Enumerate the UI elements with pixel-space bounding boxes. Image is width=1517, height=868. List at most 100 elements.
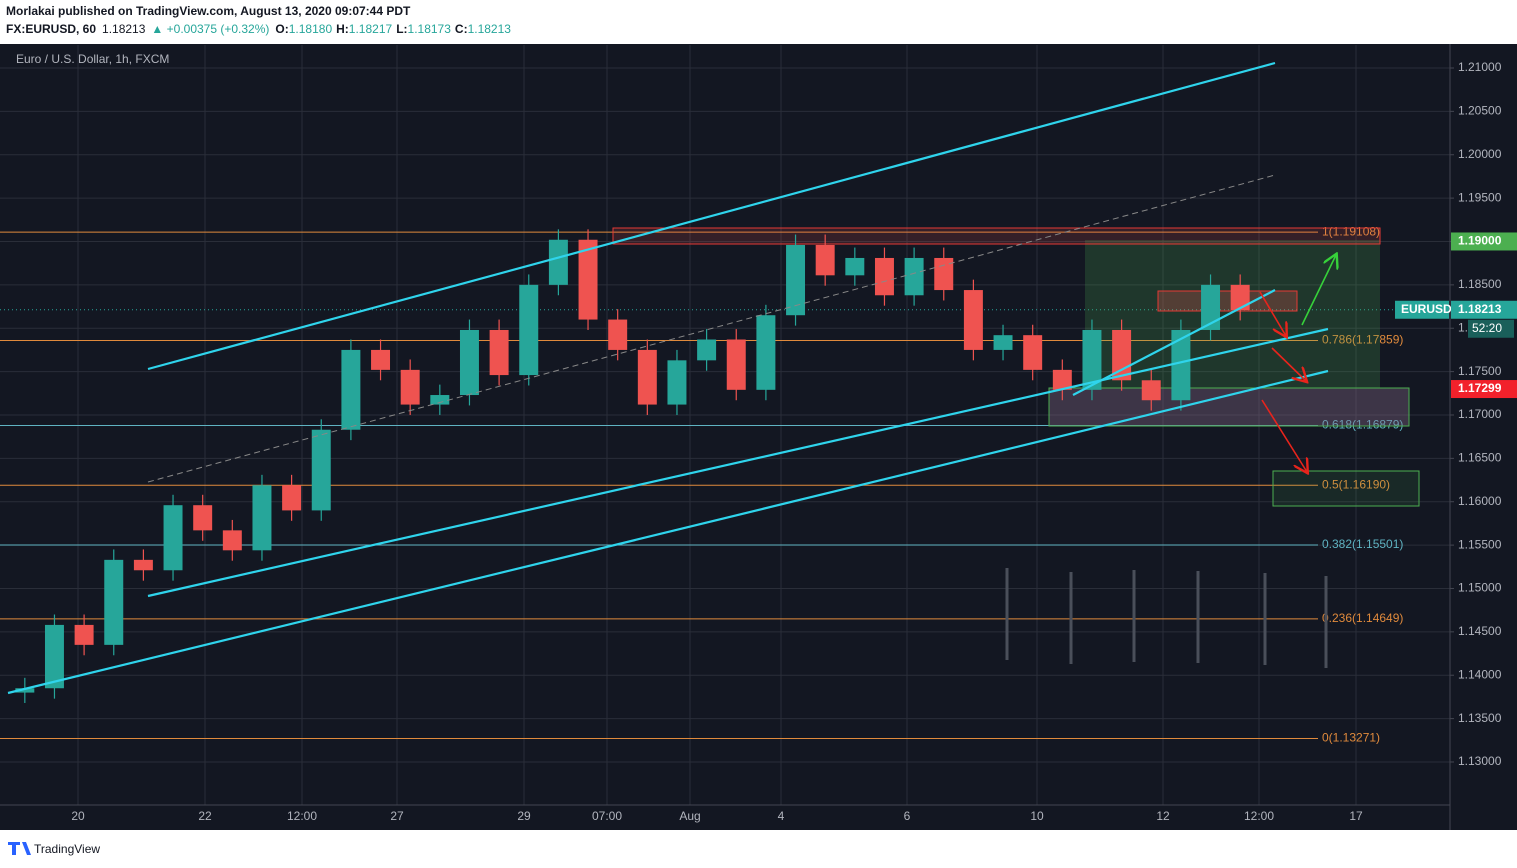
candle-body	[222, 530, 242, 551]
y-tick-label: 1.16000	[1458, 494, 1502, 508]
candle-body	[44, 624, 64, 689]
axes: 1.13000 1.13500 1.14000 1.14500 1.15000 1.155…	[71, 60, 1501, 823]
fib-label: 0.236(1.14649)	[1322, 611, 1403, 625]
candle-body	[489, 329, 509, 376]
candle-body	[1082, 329, 1102, 390]
candle-body	[430, 395, 450, 405]
arrow-down	[1259, 291, 1286, 336]
y-tick-label: 1.13000	[1458, 754, 1502, 768]
channel-line	[147, 61, 1276, 371]
y-tick-label: 1.14000	[1458, 667, 1502, 681]
candle-body	[934, 257, 954, 291]
candle-body	[74, 624, 94, 645]
candles	[15, 229, 1250, 703]
candle-body	[15, 688, 35, 693]
support-box	[1048, 387, 1410, 427]
candle-body	[163, 505, 183, 571]
candle-body	[282, 485, 302, 511]
arrow-down	[1261, 399, 1307, 472]
last-price-tag	[1451, 300, 1517, 319]
y-tick-label: 1.20500	[1458, 104, 1502, 118]
arrow-up	[1301, 255, 1336, 326]
arrows	[1259, 255, 1336, 472]
support-box	[1272, 470, 1420, 507]
low-label: L:	[396, 22, 407, 36]
resistance-box	[612, 227, 1381, 245]
y-tick-label: 1.21000	[1458, 60, 1502, 74]
y-tick-label: 1.15500	[1458, 537, 1502, 551]
x-tick-label: 12	[1156, 809, 1170, 823]
candle-body	[1230, 284, 1250, 311]
candle-body	[756, 315, 776, 390]
x-tick-label: 10	[1030, 809, 1044, 823]
fib-label: 0.786(1.17859)	[1322, 333, 1403, 347]
volume-bars	[1005, 568, 1328, 668]
publisher: Morlakai published on TradingView.com, A…	[6, 4, 411, 18]
candle-body	[341, 349, 361, 430]
y-tick-label: 1.17500	[1458, 364, 1502, 378]
arrow-down	[1271, 347, 1306, 381]
candle-body	[1141, 380, 1161, 401]
candle-body	[1201, 284, 1221, 330]
candle-body	[874, 257, 894, 296]
candle-body	[371, 349, 391, 370]
y-tick-label: 1.20000	[1458, 147, 1502, 161]
x-tick-label: 29	[517, 809, 531, 823]
fib-label: 0(1.13271)	[1322, 731, 1380, 745]
close: 1.18213	[468, 22, 512, 36]
channel-line	[147, 327, 1329, 598]
candle-body	[578, 239, 598, 320]
candle-body	[904, 257, 924, 296]
mid-line	[147, 174, 1276, 483]
close-label: C:	[455, 22, 468, 36]
y-tick-label: 1.19500	[1458, 190, 1502, 204]
fib-label: 0.618(1.16879)	[1322, 418, 1403, 432]
last-price-label: 1.18213	[1458, 302, 1502, 316]
channel-line	[1072, 289, 1276, 396]
brand: TradingView	[34, 842, 100, 856]
candle-body	[667, 360, 687, 405]
chart-background	[0, 44, 1517, 830]
x-tick-label: 07:00	[592, 809, 622, 823]
x-tick-label: Aug	[679, 809, 700, 823]
countdown-label: 52:20	[1472, 321, 1502, 335]
high: 1.18217	[349, 22, 393, 36]
low: 1.18173	[408, 22, 452, 36]
x-tick-label: 12:00	[287, 809, 317, 823]
candle-body	[548, 239, 568, 285]
chart-title: Euro / U.S. Dollar, 1h, FXCM	[16, 52, 169, 66]
fib-label: 0.382(1.15501)	[1322, 537, 1403, 551]
footer: TradingView	[8, 842, 100, 856]
channel-lines	[7, 61, 1329, 695]
candle-body	[726, 339, 746, 390]
y-tick-label: 1.16500	[1458, 451, 1502, 465]
y-tick-label: 1.18500	[1458, 277, 1502, 291]
channel-line	[7, 369, 1329, 695]
candle-body	[104, 559, 124, 645]
x-tick-label: 4	[778, 809, 785, 823]
candle-body	[400, 369, 420, 405]
y-tick-label: 1.17000	[1458, 407, 1502, 421]
candle-body	[845, 257, 865, 276]
candle-body	[133, 559, 153, 571]
candle-body	[637, 349, 657, 405]
x-tick-label: 12:00	[1244, 809, 1274, 823]
candle-body	[993, 335, 1013, 350]
open: 1.18180	[289, 22, 333, 36]
x-tick-label: 27	[390, 809, 404, 823]
logo	[8, 842, 31, 855]
candle-body	[608, 319, 628, 350]
last: 1.18213	[102, 22, 146, 36]
price-tag-label: 1.19000	[1458, 234, 1502, 248]
y-tick-label: 1.13500	[1458, 711, 1502, 725]
price-tag	[1451, 232, 1517, 251]
quote-line: FX:EURUSD, 60 1.18213 ▲ +0.00375 (+0.32%) O…	[6, 22, 511, 36]
y-tick-label: 1.14500	[1458, 624, 1502, 638]
fib-label: 0.5(1.16190)	[1322, 477, 1390, 491]
candle-body	[1052, 369, 1072, 390]
candle-body	[252, 485, 272, 551]
candle-body	[815, 244, 835, 276]
price-tags: 1.19000 1.17299 EURUSD 1.18213 52:20	[1395, 232, 1517, 399]
